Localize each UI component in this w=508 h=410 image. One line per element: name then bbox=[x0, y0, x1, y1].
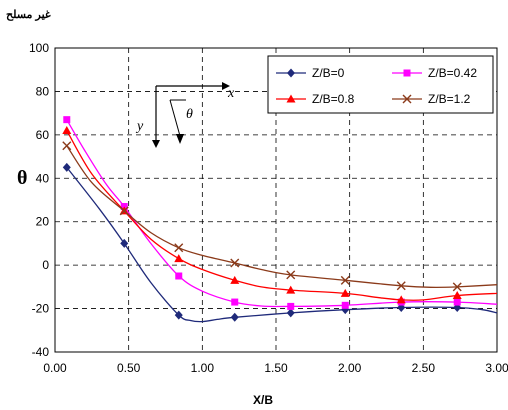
series-line bbox=[66, 166, 498, 323]
y-tick-labels: -40 -20 0 20 40 60 80 100 bbox=[29, 41, 49, 359]
data-point bbox=[63, 116, 71, 124]
x-tick-label: 3.00 bbox=[485, 361, 508, 375]
data-point bbox=[452, 282, 462, 292]
y-axis-label: θ bbox=[17, 167, 27, 189]
legend-entry: Z/B=0.42 bbox=[392, 66, 477, 80]
y-tick-label: 0 bbox=[42, 258, 49, 272]
corner-note: غير مسلح bbox=[6, 9, 51, 21]
data-point bbox=[231, 298, 239, 306]
data-point bbox=[62, 141, 72, 151]
data-point bbox=[119, 206, 129, 216]
data-point bbox=[453, 298, 461, 306]
data-point bbox=[286, 285, 296, 294]
series-line bbox=[66, 130, 498, 301]
legend-entry: Z/B=1.2 bbox=[392, 92, 471, 106]
y-tick-label: 20 bbox=[36, 215, 50, 229]
x-tick-label: 0.00 bbox=[43, 361, 67, 375]
y-tick-label: 60 bbox=[36, 128, 50, 142]
data-point bbox=[174, 254, 184, 263]
data-point bbox=[340, 275, 350, 285]
inset-x-label: x bbox=[227, 86, 235, 101]
x-arrow-head bbox=[222, 82, 230, 90]
data-point bbox=[174, 243, 184, 253]
series-line bbox=[66, 145, 498, 289]
series-layer bbox=[62, 116, 498, 323]
data-point bbox=[340, 288, 350, 297]
y-tick-label: -20 bbox=[32, 302, 50, 316]
legend-entry: Z/B=0 bbox=[276, 66, 345, 80]
x-tick-label: 2.50 bbox=[412, 361, 436, 375]
data-point bbox=[230, 258, 240, 268]
inset-y-label: y bbox=[135, 119, 144, 134]
x-tick-labels: 0.00 0.50 1.00 1.50 2.00 2.50 3.00 bbox=[43, 361, 508, 375]
x-tick-label: 0.50 bbox=[117, 361, 141, 375]
data-point bbox=[396, 295, 406, 304]
legend-marker bbox=[402, 94, 412, 104]
x-axis-label: X/B bbox=[253, 393, 273, 407]
y-tick-label: -40 bbox=[32, 345, 50, 359]
data-point bbox=[175, 272, 183, 280]
coordinate-sketch: x y θ bbox=[135, 82, 235, 148]
y-tick-label: 80 bbox=[36, 84, 50, 98]
legend-label: Z/B=0.8 bbox=[312, 92, 355, 106]
legend-marker bbox=[403, 69, 411, 77]
legend-label: Z/B=0 bbox=[312, 66, 345, 80]
legend-entry: Z/B=0.8 bbox=[276, 92, 355, 106]
data-point bbox=[62, 126, 72, 135]
legend-marker bbox=[286, 94, 296, 103]
x-tick-label: 1.50 bbox=[264, 361, 288, 375]
data-point bbox=[341, 301, 349, 309]
legend-label: Z/B=1.2 bbox=[428, 92, 471, 106]
data-point bbox=[120, 238, 129, 248]
legend: Z/B=0 Z/B=0.42 Z/B=0.8 Z/B=1.2 bbox=[267, 55, 494, 114]
data-point bbox=[62, 162, 71, 172]
data-point bbox=[174, 310, 183, 320]
series-4 bbox=[62, 141, 498, 292]
x-tick-label: 1.00 bbox=[191, 361, 215, 375]
data-point bbox=[286, 270, 296, 280]
angle-ray bbox=[169, 99, 181, 137]
x-tick-label: 2.00 bbox=[338, 361, 362, 375]
y-tick-label: 100 bbox=[29, 41, 49, 55]
series-1 bbox=[62, 162, 498, 323]
y-tick-label: 40 bbox=[36, 171, 50, 185]
data-point bbox=[287, 302, 295, 310]
y-arrow-head bbox=[152, 140, 160, 148]
inset-theta-label: θ bbox=[186, 107, 193, 122]
plot-area bbox=[54, 47, 498, 353]
series-line bbox=[66, 119, 498, 308]
data-point bbox=[230, 312, 239, 322]
legend-label: Z/B=0.42 bbox=[428, 66, 477, 80]
legend-box bbox=[267, 55, 494, 114]
series-2 bbox=[63, 116, 498, 310]
data-point bbox=[230, 275, 240, 284]
data-point bbox=[396, 281, 406, 291]
data-point bbox=[286, 308, 295, 318]
data-point bbox=[452, 291, 462, 300]
legend-marker bbox=[287, 68, 295, 78]
angle-arrow-head bbox=[176, 134, 184, 144]
